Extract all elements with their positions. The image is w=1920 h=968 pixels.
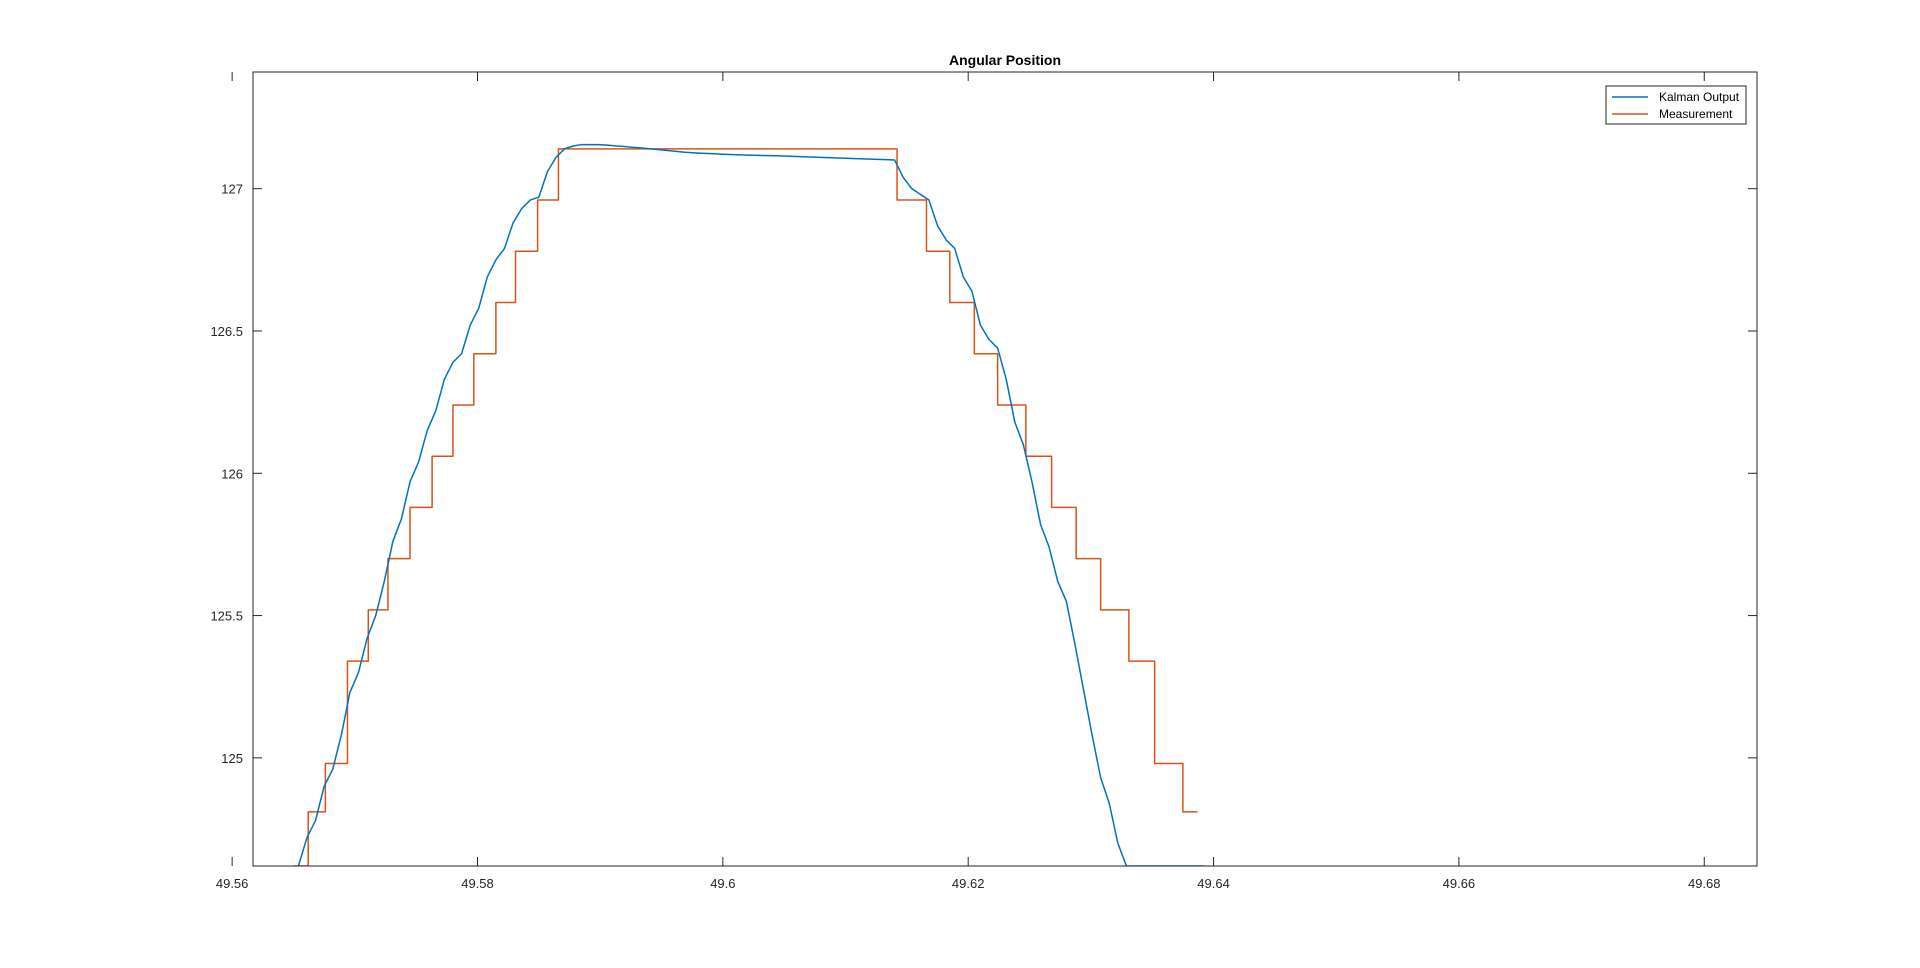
series-line-kalman-output bbox=[297, 143, 1204, 866]
legend: Kalman Output Measurement bbox=[1605, 85, 1747, 125]
ticks-layer: 49.56 49.58 49.6 49.62 49.64 49.66 49.68 125 125… bbox=[210, 72, 1757, 891]
series-layer bbox=[293, 143, 1204, 866]
x-tick-label: 49.66 bbox=[1443, 876, 1476, 891]
series-line-measurement bbox=[293, 148, 1198, 866]
x-tick-label: 49.62 bbox=[952, 876, 985, 891]
legend-box bbox=[1605, 85, 1747, 125]
x-tick-label: 49.58 bbox=[461, 876, 494, 891]
y-tick-label: 126 bbox=[221, 466, 243, 481]
x-tick-label: 49.6 bbox=[710, 876, 735, 891]
legend-label: Measurement bbox=[1659, 107, 1733, 121]
plot-area-frame bbox=[252, 71, 1758, 867]
x-tick-label: 49.56 bbox=[216, 876, 249, 891]
y-tick-label: 125.5 bbox=[210, 609, 243, 624]
y-tick-label: 126.5 bbox=[210, 324, 243, 339]
plot-area-background bbox=[253, 72, 1757, 866]
x-tick-label: 49.64 bbox=[1197, 876, 1230, 891]
x-tick-label: 49.68 bbox=[1688, 876, 1721, 891]
y-tick-label: 127 bbox=[221, 182, 243, 197]
chart-title: Angular Position bbox=[949, 52, 1061, 68]
legend-label: Kalman Output bbox=[1659, 90, 1740, 104]
y-tick-label: 125 bbox=[221, 751, 243, 766]
